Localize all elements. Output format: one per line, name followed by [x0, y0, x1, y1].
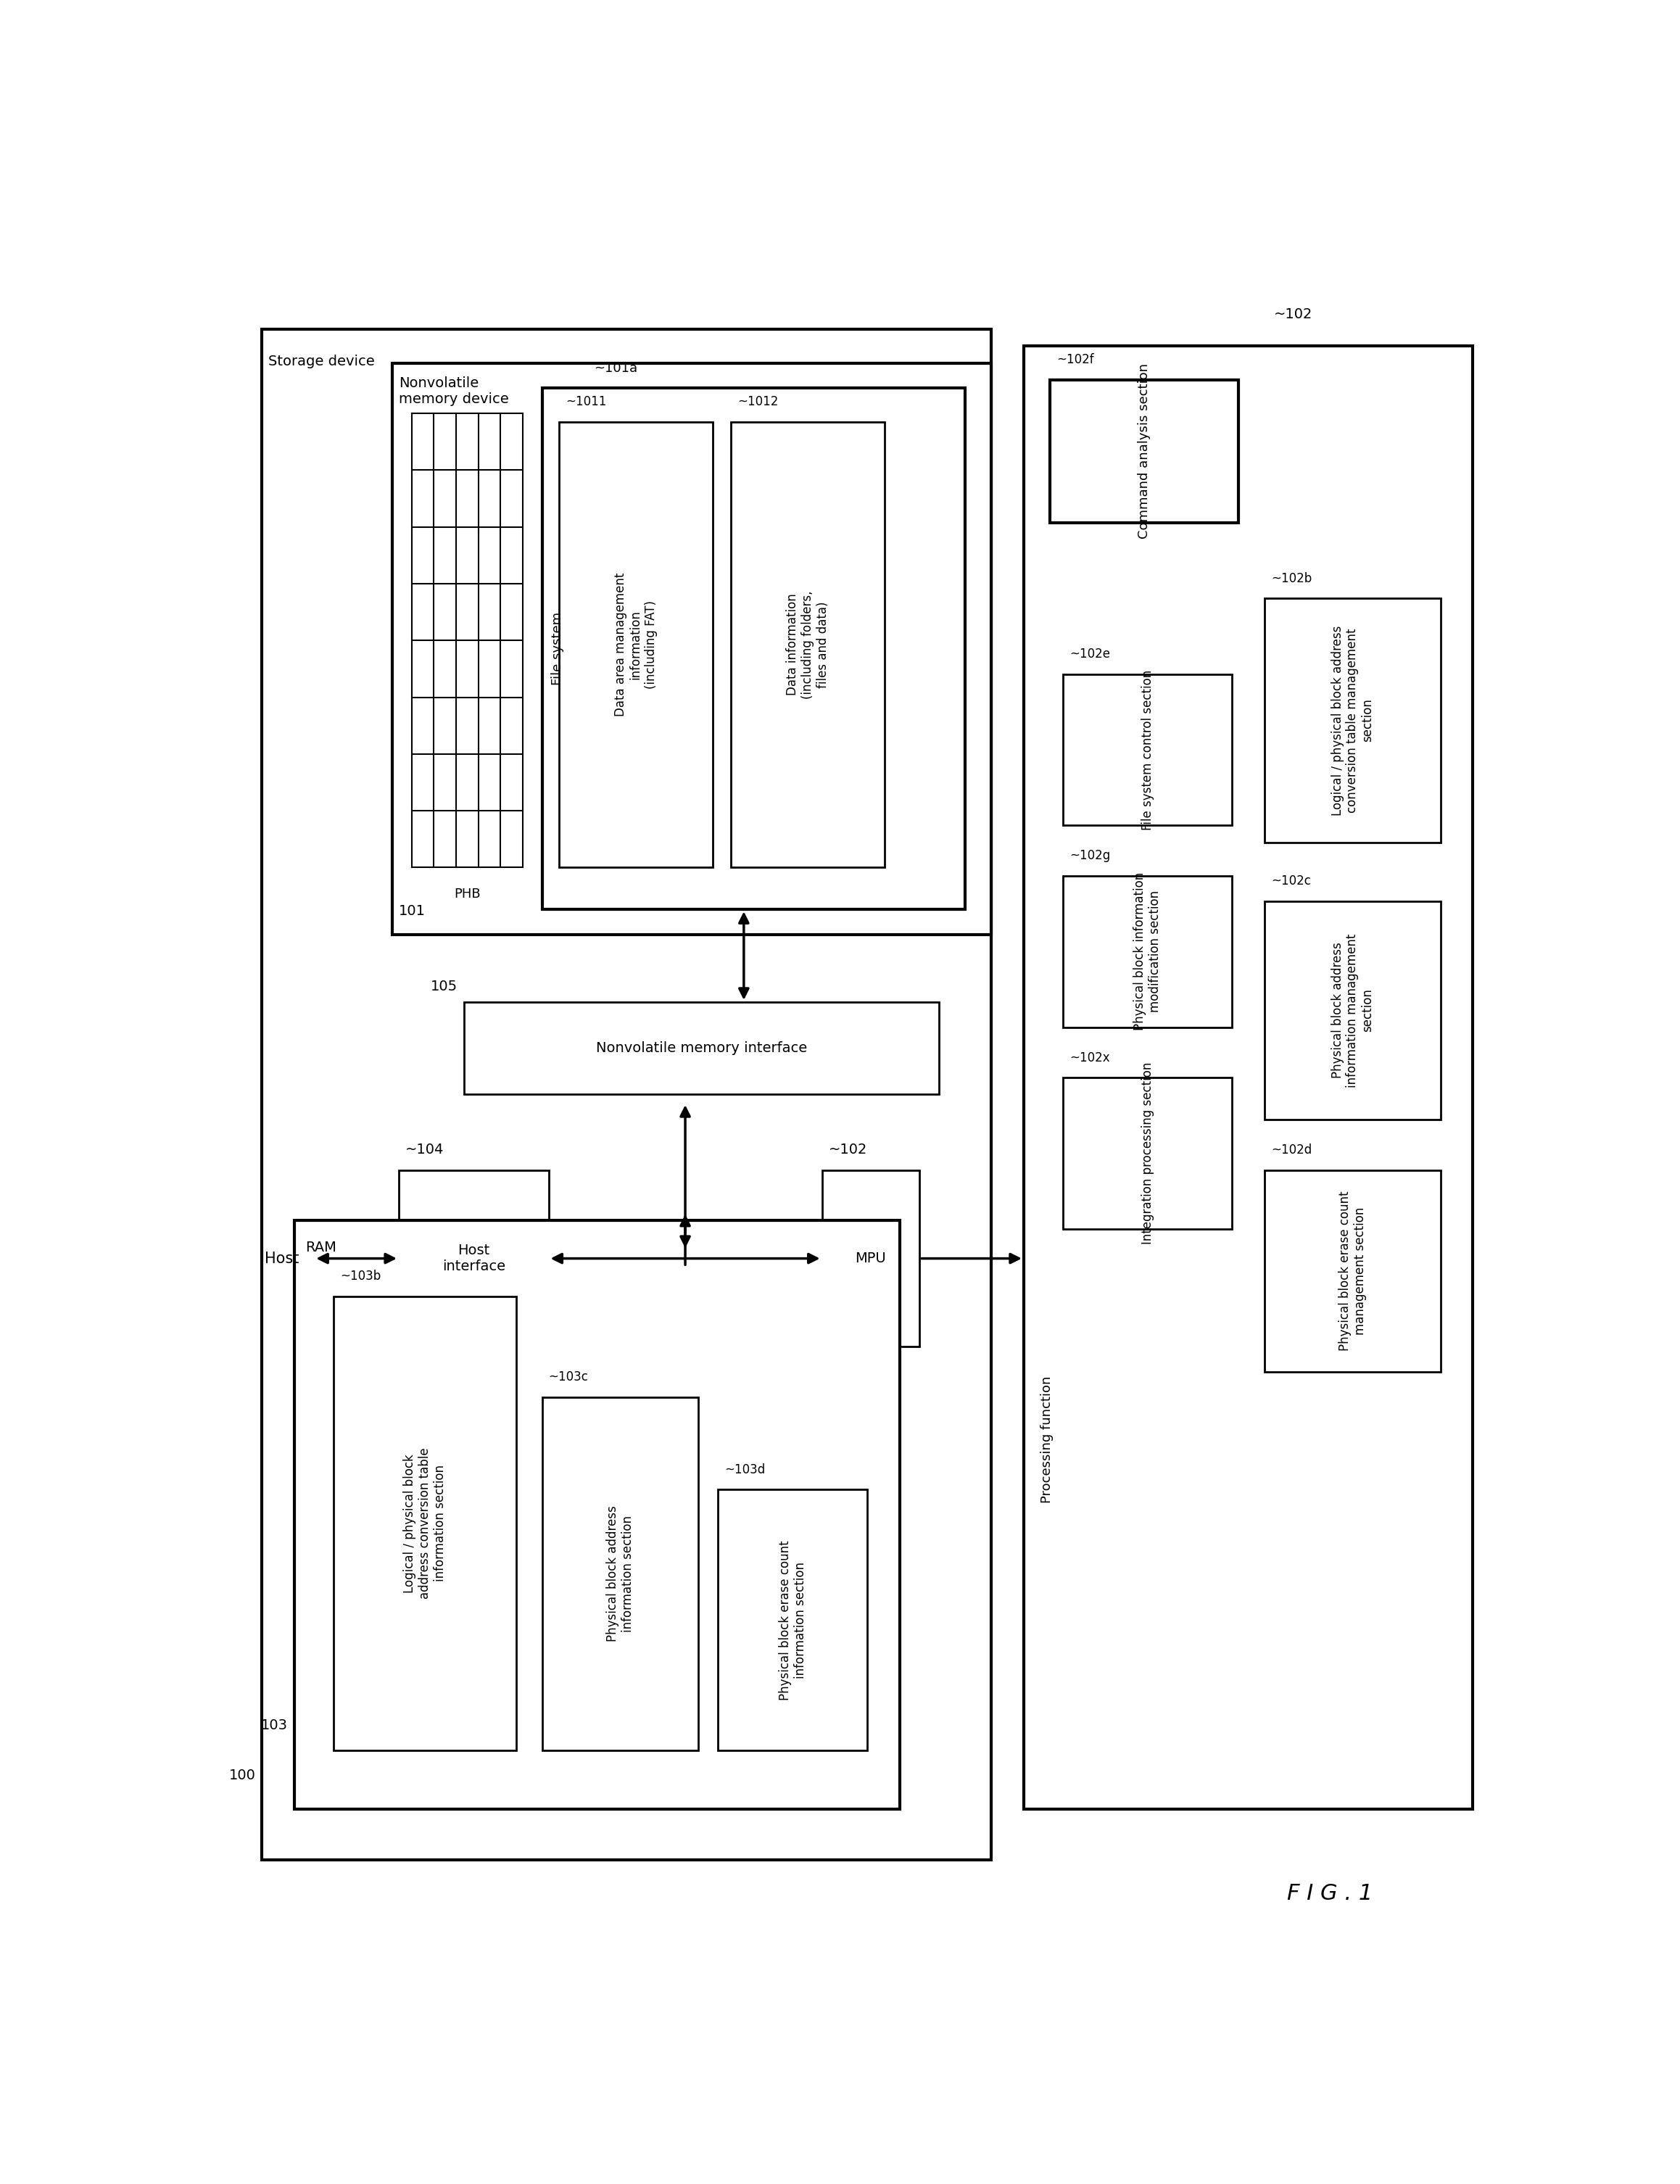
Bar	[1063, 1077, 1231, 1230]
Text: 105: 105	[430, 981, 457, 994]
Text: Integration processing section: Integration processing section	[1141, 1061, 1154, 1245]
Text: File system: File system	[551, 612, 564, 686]
Text: Physical block erase count
information section: Physical block erase count information s…	[778, 1540, 806, 1699]
Text: Host
interface: Host interface	[442, 1243, 506, 1273]
Bar	[393, 363, 991, 935]
Text: ~103c: ~103c	[549, 1372, 588, 1385]
Text: MPU: MPU	[855, 1251, 887, 1265]
Text: Logical / physical block
address conversion table
information section: Logical / physical block address convers…	[403, 1448, 447, 1599]
Bar	[1063, 675, 1231, 826]
Bar	[464, 1002, 939, 1094]
Text: ~102f: ~102f	[1057, 354, 1094, 367]
Text: ~102e: ~102e	[1070, 649, 1110, 660]
Bar	[294, 1221, 900, 1808]
Text: Physical block address
information management
section: Physical block address information manag…	[1331, 933, 1374, 1088]
Text: ~102c: ~102c	[1272, 874, 1310, 887]
Text: Processing function: Processing function	[1040, 1376, 1053, 1503]
Text: 100: 100	[228, 1769, 255, 1782]
Text: ~1011: ~1011	[566, 395, 606, 408]
Text: Physical block information
modification section: Physical block information modification …	[1134, 871, 1161, 1031]
Text: Command analysis section: Command analysis section	[1137, 363, 1151, 539]
Text: Nonvolatile memory interface: Nonvolatile memory interface	[596, 1042, 806, 1055]
Text: ~102g: ~102g	[1070, 850, 1110, 863]
Text: 101: 101	[398, 904, 425, 917]
Bar	[717, 1489, 867, 1749]
Bar	[543, 389, 964, 909]
Text: F I G . 1: F I G . 1	[1287, 1883, 1373, 1904]
Text: ~103b: ~103b	[339, 1269, 381, 1282]
Bar	[543, 1398, 699, 1749]
Text: 103: 103	[262, 1719, 289, 1732]
Text: ~102b: ~102b	[1272, 572, 1312, 585]
Text: ~101a: ~101a	[595, 363, 638, 376]
Text: ~104: ~104	[405, 1142, 444, 1158]
Text: ~102d: ~102d	[1272, 1144, 1312, 1158]
Bar	[1265, 1171, 1440, 1372]
Text: Storage device: Storage device	[269, 354, 375, 369]
Text: Host: Host	[264, 1251, 299, 1267]
Text: ~102: ~102	[828, 1142, 867, 1158]
Text: ~102x: ~102x	[1070, 1051, 1110, 1064]
Text: Physical block address
information section: Physical block address information secti…	[606, 1505, 633, 1642]
Bar	[1265, 902, 1440, 1120]
Bar	[822, 1171, 919, 1348]
Bar	[731, 422, 884, 867]
Bar	[1265, 598, 1440, 843]
Bar	[1050, 380, 1238, 522]
Text: ~102: ~102	[1273, 308, 1312, 321]
Bar	[262, 330, 991, 1861]
Bar	[1063, 876, 1231, 1026]
Bar	[1023, 347, 1473, 1808]
Text: ~1012: ~1012	[738, 395, 778, 408]
Text: Data area management
information
(including FAT): Data area management information (includ…	[615, 572, 657, 716]
Text: ~103d: ~103d	[724, 1463, 764, 1476]
Text: RAM: RAM	[306, 1241, 336, 1254]
Text: PHB: PHB	[454, 887, 480, 900]
Text: File system control section: File system control section	[1141, 670, 1154, 830]
Bar	[334, 1297, 516, 1749]
Bar	[559, 422, 712, 867]
Text: Nonvolatile
memory device: Nonvolatile memory device	[398, 376, 509, 406]
Bar	[398, 1171, 549, 1348]
Text: Logical / physical block address
conversion table management
section: Logical / physical block address convers…	[1331, 625, 1374, 815]
Text: Data information
(including folders,
files and data): Data information (including folders, fil…	[786, 590, 830, 699]
Text: Physical block erase count
management section: Physical block erase count management se…	[1339, 1190, 1366, 1352]
